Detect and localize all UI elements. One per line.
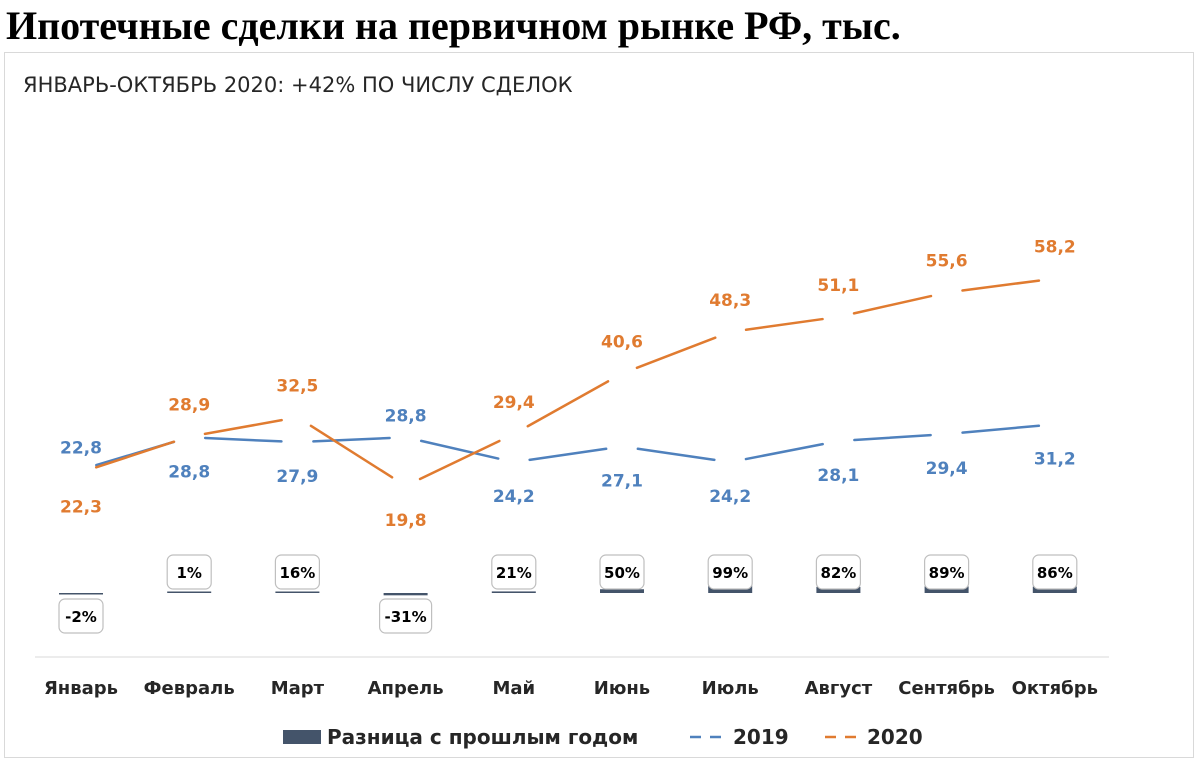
difference-label-box-7 [707, 554, 753, 590]
difference-bar-3 [275, 591, 320, 593]
value-label-2019-7: 24,2 [709, 487, 751, 507]
category-label-1: Январь [44, 678, 118, 699]
value-label-2020-6: 40,6 [601, 333, 643, 353]
category-label-7: Июль [702, 678, 759, 699]
line-2019-segment-5 [528, 447, 608, 462]
difference-bar-6 [600, 589, 644, 593]
difference-label-2: 1% [176, 564, 201, 582]
series-lines [94, 279, 1041, 481]
line-2020-segment-9 [961, 279, 1041, 292]
line-2019-segment-7 [744, 442, 824, 461]
legend-label-difference: Разница с прошлым годом [327, 725, 638, 749]
legend-label-2019: 2019 [733, 725, 789, 749]
value-labels: 22,3 22,8 28,9 28,8 32,5 27,9 19,8 28,8 29,4 24,2… [60, 238, 1076, 531]
difference-label-box-6 [599, 554, 645, 590]
difference-label-box-1 [58, 598, 104, 634]
difference-bar-8 [816, 586, 861, 593]
category-label-4: Апрель [368, 678, 444, 699]
difference-bar-5 [491, 591, 536, 593]
page-title: Ипотечные сделки на первичном рынке РФ, … [6, 3, 901, 48]
value-label-2020-7: 48,3 [709, 291, 751, 311]
value-label-2019-1: 22,8 [60, 439, 102, 459]
legend: Разница с прошлым годом 2019 2020 [283, 725, 923, 749]
difference-label-8: 82% [820, 564, 856, 582]
difference-label-box-3 [274, 554, 320, 590]
line-2020-segment-2 [203, 418, 283, 436]
value-label-2019-4: 28,8 [385, 406, 427, 426]
line-2019-segment-9 [961, 424, 1041, 434]
line-2020-segment-3 [309, 424, 394, 479]
value-label-2020-8: 51,1 [817, 276, 859, 296]
value-label-2020-3: 32,5 [276, 376, 318, 396]
difference-bar-10 [1032, 586, 1077, 593]
value-label-2019-8: 28,1 [817, 466, 859, 486]
legend-swatch-difference [283, 730, 321, 744]
value-label-2019-5: 24,2 [493, 487, 535, 507]
value-label-2019-6: 27,1 [601, 471, 643, 491]
line-2020-segment-5 [526, 380, 610, 428]
category-label-10: Октябрь [1012, 678, 1098, 699]
legend-label-2020: 2020 [867, 725, 923, 749]
mortgage-line-chart: ЯНВАРЬ-ОКТЯБРЬ 2020: +42% ПО ЧИСЛУ СДЕЛО… [23, 73, 1109, 749]
difference-label-1: -2% [65, 608, 97, 626]
line-2019-segment-8 [853, 433, 932, 442]
difference-label-5: 21% [496, 564, 532, 582]
category-label-8: Август [805, 678, 873, 699]
difference-label-box-10 [1032, 554, 1078, 590]
category-label-2: Февраль [144, 678, 235, 699]
line-2020-segment-7 [744, 317, 824, 332]
line-2019-segment-2 [203, 436, 283, 443]
category-label-5: Май [492, 678, 535, 699]
difference-bar-2 [167, 591, 212, 593]
value-label-2019-2: 28,8 [168, 462, 210, 482]
category-labels: Январь Февраль Март Апрель Май Июнь Июль Август… [44, 678, 1098, 699]
line-2019-segment-6 [636, 447, 716, 462]
category-label-3: Март [271, 678, 325, 699]
value-label-2019-9: 29,4 [926, 459, 968, 479]
difference-label-3: 16% [279, 564, 315, 582]
difference-label-box-5 [491, 554, 537, 590]
value-label-2020-1: 22,3 [60, 497, 102, 517]
difference-bar-9 [924, 586, 969, 593]
difference-label-box-9 [923, 554, 970, 590]
line-2019-segment-4 [419, 439, 500, 460]
difference-label-7: 99% [712, 564, 748, 582]
difference-label-10: 86% [1037, 564, 1073, 582]
line-2020-segment-1 [94, 440, 176, 469]
value-label-2019-10: 31,2 [1034, 449, 1076, 469]
category-label-6: Июнь [594, 678, 650, 699]
value-label-2020-10: 58,2 [1034, 238, 1076, 258]
line-2020-segment-8 [852, 294, 933, 315]
difference-label-box-8 [815, 554, 862, 590]
difference-bar-4 [383, 593, 428, 596]
value-label-2019-3: 27,9 [276, 467, 318, 487]
line-2019-segment-3 [312, 436, 391, 443]
difference-label-4: -31% [385, 608, 427, 626]
value-label-2020-5: 29,4 [493, 393, 535, 413]
difference-bar-1 [59, 593, 103, 595]
category-label-9: Сентябрь [898, 678, 995, 699]
difference-label-6: 50% [604, 564, 640, 582]
difference-bars [59, 585, 1077, 596]
difference-label-box-2 [166, 554, 212, 590]
value-label-2020-9: 55,6 [926, 252, 968, 272]
value-label-2020-2: 28,9 [168, 396, 210, 416]
difference-label-9: 89% [929, 564, 965, 582]
difference-label-box-4 [379, 598, 433, 634]
chart-subtitle: ЯНВАРЬ-ОКТЯБРЬ 2020: +42% ПО ЧИСЛУ СДЕЛО… [23, 73, 573, 97]
line-2020-segment-4 [418, 439, 501, 481]
line-2020-segment-6 [635, 336, 717, 370]
chart-area: ЯНВАРЬ-ОКТЯБРЬ 2020: +42% ПО ЧИСЛУ СДЕЛО… [4, 52, 1194, 758]
value-label-2020-4: 19,8 [385, 511, 427, 531]
difference-labels: -2% 1% 16% -31% 21% 50% 99% 82% 89% 86% [58, 554, 1078, 634]
